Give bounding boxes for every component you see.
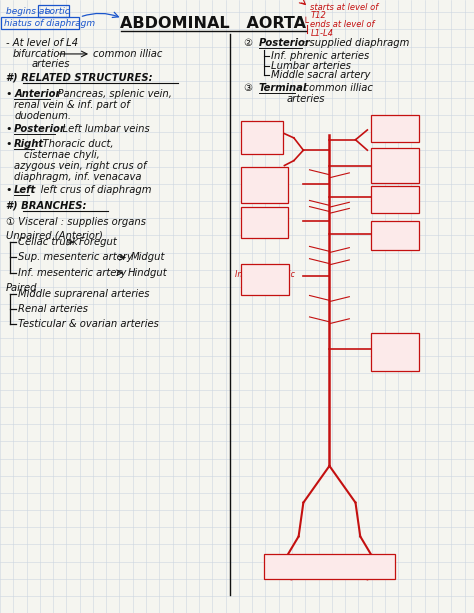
Text: T12: T12	[310, 12, 326, 20]
Text: └: └	[302, 18, 308, 28]
Text: Inf. mesenteric artery: Inf. mesenteric artery	[18, 268, 127, 278]
Text: mesenteric: mesenteric	[241, 183, 288, 192]
Text: ① Visceral : supplies organs: ① Visceral : supplies organs	[6, 217, 146, 227]
Text: Right: Right	[14, 139, 45, 149]
Text: Lumbar arteries: Lumbar arteries	[271, 61, 351, 70]
Text: Unpaired (Anterior): Unpaired (Anterior)	[6, 231, 102, 241]
Text: median: median	[380, 340, 409, 349]
Text: suprarenal: suprarenal	[374, 165, 415, 173]
FancyBboxPatch shape	[241, 207, 288, 238]
Text: artery: artery	[383, 202, 406, 210]
Text: Hindgut: Hindgut	[128, 268, 168, 278]
Text: •: •	[6, 139, 12, 149]
Text: azygous vein, right crus of: azygous vein, right crus of	[14, 161, 147, 171]
Text: left renal: left renal	[377, 193, 412, 202]
Text: Posterior: Posterior	[258, 38, 310, 48]
Text: Foregut: Foregut	[79, 237, 118, 247]
Text: diaphragm, inf. venacava: diaphragm, inf. venacava	[14, 172, 142, 182]
FancyBboxPatch shape	[241, 167, 288, 203]
Text: renal vein & inf. part of: renal vein & inf. part of	[14, 101, 130, 110]
Text: ABDOMINAL   AORTA: ABDOMINAL AORTA	[120, 16, 306, 31]
Text: Inf. mesenteric: Inf. mesenteric	[235, 270, 295, 279]
Text: Anterior: Anterior	[14, 89, 61, 99]
Text: hiatus of diaphragm: hiatus of diaphragm	[4, 19, 95, 28]
Text: trunk: trunk	[251, 140, 273, 149]
Text: Testicular & ovarian arteries: Testicular & ovarian arteries	[18, 319, 159, 329]
Text: cisternae chyli,: cisternae chyli,	[24, 150, 100, 160]
Text: artery: artery	[252, 192, 277, 201]
Text: :  left crus of diaphragm: : left crus of diaphragm	[31, 185, 151, 195]
Text: ends at level of: ends at level of	[310, 20, 375, 29]
Text: arteries: arteries	[380, 173, 410, 182]
Text: : Thoracic duct,: : Thoracic duct,	[36, 139, 113, 149]
Text: #) RELATED STRUCTURES:: #) RELATED STRUCTURES:	[6, 72, 152, 82]
Text: arteries: arteries	[248, 223, 281, 232]
Text: Inf phrenic: Inf phrenic	[374, 123, 415, 132]
FancyBboxPatch shape	[371, 186, 419, 213]
FancyBboxPatch shape	[371, 148, 419, 183]
Text: : Pancreas, splenic vein,: : Pancreas, splenic vein,	[51, 89, 172, 99]
Text: artery: artery	[253, 280, 277, 288]
FancyBboxPatch shape	[241, 121, 283, 154]
Text: arteries: arteries	[32, 59, 70, 69]
Text: Posterior: Posterior	[14, 124, 66, 134]
Text: Celiac trunk: Celiac trunk	[18, 237, 78, 247]
Text: starts at level of: starts at level of	[310, 3, 379, 12]
Text: : Left lumbar veins: : Left lumbar veins	[56, 124, 150, 134]
Text: Paired: Paired	[6, 283, 37, 293]
FancyBboxPatch shape	[371, 333, 419, 371]
Text: sacral: sacral	[383, 349, 406, 358]
FancyBboxPatch shape	[264, 554, 395, 579]
Text: L1-L4: L1-L4	[310, 29, 334, 37]
Text: lumbar: lumbar	[250, 214, 279, 223]
Text: Middle: Middle	[382, 156, 407, 165]
Text: arteries: arteries	[287, 94, 325, 104]
Text: #) BRANCHES:: #) BRANCHES:	[6, 200, 86, 210]
Text: Gonadal: Gonadal	[379, 227, 410, 236]
Text: Terminal: Terminal	[258, 83, 307, 93]
Text: •: •	[6, 185, 12, 195]
Text: artery: artery	[383, 359, 406, 367]
Text: duodenum.: duodenum.	[14, 111, 71, 121]
Text: : supplied diaphragm: : supplied diaphragm	[303, 38, 410, 48]
Text: Middle suprarenal arteries: Middle suprarenal arteries	[18, 289, 149, 299]
Text: Renal arteries: Renal arteries	[18, 304, 88, 314]
Text: Common  illiac  arteries: Common illiac arteries	[273, 562, 386, 571]
Text: begins at: begins at	[6, 7, 47, 15]
Text: Coeliac: Coeliac	[247, 131, 277, 139]
Text: Midgut: Midgut	[131, 253, 165, 262]
FancyBboxPatch shape	[371, 115, 419, 142]
Text: Inf. phrenic arteries: Inf. phrenic arteries	[271, 51, 369, 61]
Text: - At level of L4: - At level of L4	[6, 38, 78, 48]
Text: Sup. mesenteric artery: Sup. mesenteric artery	[18, 253, 133, 262]
Text: Middle sacral artery: Middle sacral artery	[271, 70, 370, 80]
Text: common illiac: common illiac	[93, 49, 162, 59]
Text: Left: Left	[14, 185, 36, 195]
Text: aortic: aortic	[45, 7, 71, 15]
Text: sup.: sup.	[255, 175, 273, 183]
Text: •: •	[6, 124, 12, 134]
Text: arteries: arteries	[380, 131, 410, 140]
Text: : common illiac: : common illiac	[297, 83, 373, 93]
Text: ②: ②	[243, 38, 252, 48]
FancyBboxPatch shape	[371, 221, 419, 250]
Text: bifurcation: bifurcation	[13, 49, 67, 59]
Text: arteries: arteries	[380, 237, 410, 245]
Text: •: •	[6, 89, 12, 99]
Text: ③: ③	[243, 83, 252, 93]
FancyBboxPatch shape	[241, 264, 289, 295]
